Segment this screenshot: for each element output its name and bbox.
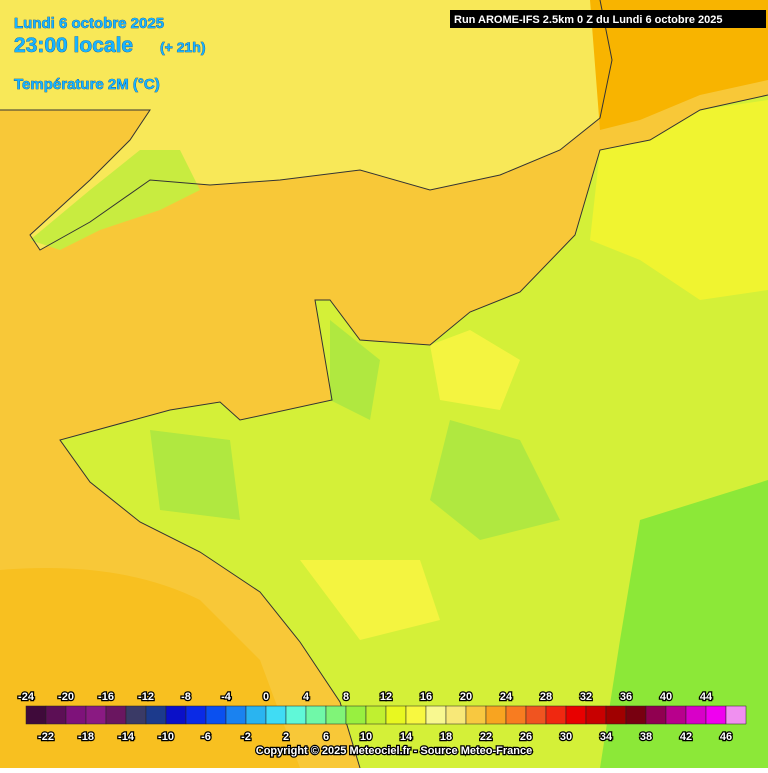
legend-swatch	[305, 705, 327, 725]
legend-swatch	[25, 705, 47, 725]
legend-label: 16	[420, 691, 432, 703]
legend-swatch	[145, 705, 167, 725]
legend-swatch	[585, 705, 607, 725]
legend-label: 0	[263, 691, 269, 703]
land-green	[150, 320, 560, 540]
copyright: Copyright © 2025 Meteociel.fr - Source M…	[256, 745, 532, 757]
land-north-yellow	[590, 100, 768, 300]
legend-label: 20	[460, 691, 472, 703]
legend-swatch	[125, 705, 147, 725]
legend-label: -16	[98, 691, 114, 703]
variable: Température 2M (°C)	[14, 76, 160, 93]
legend-swatch	[425, 705, 447, 725]
time: 23:00 locale	[14, 34, 133, 57]
legend-label: 32	[580, 691, 592, 703]
legend-label: 10	[360, 731, 372, 743]
legend-label: 28	[540, 691, 552, 703]
legend-label: -24	[18, 691, 35, 703]
legend-swatch	[345, 705, 367, 725]
legend-swatch	[205, 705, 227, 725]
land-green-east	[600, 480, 768, 768]
legend-label: 14	[400, 731, 413, 743]
legend-swatch	[705, 705, 727, 725]
color-legend: -24-22-20-18-16-14-12-10-8-6-4-202468101…	[17, 690, 747, 744]
legend-swatch	[245, 705, 267, 725]
legend-label: 26	[520, 731, 532, 743]
legend-swatch	[605, 705, 627, 725]
legend-swatch	[485, 705, 507, 725]
legend-swatch	[725, 705, 747, 725]
legend-swatch	[685, 705, 707, 725]
legend-swatch	[505, 705, 527, 725]
legend-swatch	[405, 705, 427, 725]
legend-swatch	[105, 705, 127, 725]
legend-label: 38	[640, 731, 652, 743]
legend-swatch	[165, 705, 187, 725]
legend-swatch	[85, 705, 107, 725]
legend-label: 22	[480, 731, 492, 743]
legend-swatch	[265, 705, 287, 725]
legend-swatch	[625, 705, 647, 725]
land-england	[0, 0, 612, 250]
legend-label: -10	[158, 731, 174, 743]
legend-label: -12	[138, 691, 154, 703]
sea-north	[590, 0, 768, 130]
land-france	[60, 95, 768, 768]
legend-label: -2	[241, 731, 251, 743]
legend-swatch	[525, 705, 547, 725]
legend-swatch	[45, 705, 67, 725]
legend-label: 24	[500, 691, 513, 703]
run-info: Run AROME-IFS 2.5km 0 Z du Lundi 6 octob…	[454, 14, 723, 26]
legend-swatch	[385, 705, 407, 725]
legend-label: 8	[343, 691, 349, 703]
land-yellow	[300, 330, 520, 640]
legend-swatch	[225, 705, 247, 725]
legend-swatch	[325, 705, 347, 725]
legend-label: -4	[221, 691, 232, 703]
legend-label: -14	[118, 731, 135, 743]
legend-swatch	[565, 705, 587, 725]
legend-label: -20	[58, 691, 74, 703]
legend-label: -22	[38, 731, 54, 743]
legend-label: -18	[78, 731, 94, 743]
legend-label: 4	[303, 691, 310, 703]
date: Lundi 6 octobre 2025	[14, 15, 164, 32]
legend-label: 40	[660, 691, 672, 703]
legend-swatch	[365, 705, 387, 725]
legend-label: 12	[380, 691, 392, 703]
legend-swatch	[665, 705, 687, 725]
legend-swatch	[545, 705, 567, 725]
legend-label: 2	[283, 731, 289, 743]
legend-swatch	[445, 705, 467, 725]
legend-label: 44	[700, 691, 713, 703]
legend-swatch	[645, 705, 667, 725]
legend-swatch	[185, 705, 207, 725]
legend-swatch	[285, 705, 307, 725]
legend-swatch	[465, 705, 487, 725]
legend-label: 36	[620, 691, 632, 703]
legend-label: -8	[181, 691, 191, 703]
legend-swatch	[65, 705, 87, 725]
offset: (+ 21h)	[160, 39, 206, 55]
legend-label: 6	[323, 731, 329, 743]
legend-label: -6	[201, 731, 211, 743]
legend-label: 42	[680, 731, 692, 743]
legend-label: 18	[440, 731, 452, 743]
legend-label: 34	[600, 731, 613, 743]
run-box	[450, 10, 766, 28]
legend-label: 46	[720, 731, 732, 743]
land-cornwall	[30, 150, 200, 250]
legend-label: 30	[560, 731, 572, 743]
